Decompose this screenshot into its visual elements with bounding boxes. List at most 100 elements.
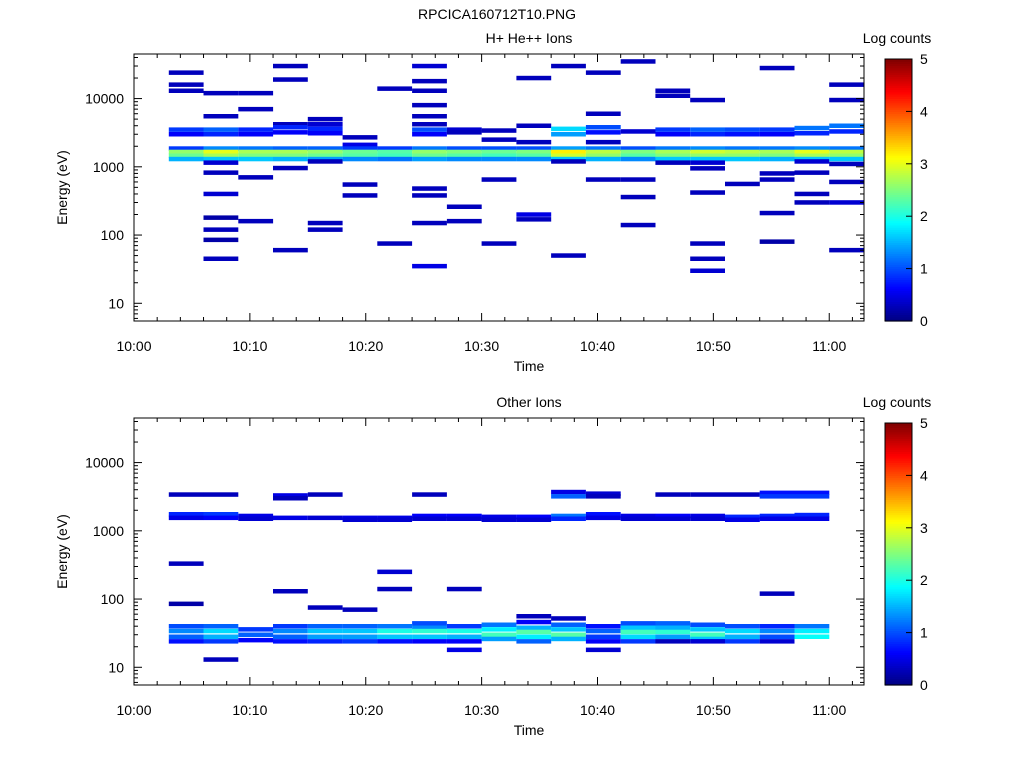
heatmap-cell — [481, 627, 517, 632]
colorbar-segment — [885, 516, 912, 520]
figure-title: RPCICA160712T10.PNG — [418, 6, 576, 22]
heatmap-cell — [759, 513, 795, 519]
heatmap-cell — [412, 492, 447, 497]
colorbar-segment — [885, 275, 912, 278]
heatmap-cell — [655, 160, 691, 165]
heatmap-cell — [342, 607, 378, 612]
heatmap-cell — [203, 492, 239, 497]
heatmap-cell — [759, 628, 795, 634]
colorbar-segment — [885, 259, 912, 263]
heatmap-cell — [446, 624, 482, 629]
heatmap-cell — [446, 647, 482, 653]
heatmap-cell — [203, 227, 239, 232]
colorbar-segment — [885, 318, 912, 322]
heatmap-cell — [551, 126, 586, 132]
heatmap-cell — [238, 106, 274, 112]
colorbar-segment — [885, 137, 912, 141]
heatmap-cell — [481, 137, 517, 142]
heatmap-cell — [585, 512, 621, 517]
heatmap-cell — [829, 247, 864, 253]
heatmap-cell — [725, 628, 760, 634]
heatmap-cell — [690, 627, 725, 632]
colorbar-segment — [885, 248, 912, 252]
colorbar-segment — [885, 312, 912, 316]
heatmap-cell — [446, 156, 482, 162]
colorbar-segment — [885, 602, 912, 605]
heatmap-cell — [342, 146, 378, 151]
x-tick-label: 10:10 — [232, 702, 267, 718]
colorbar-segment — [885, 440, 912, 444]
heatmap-cell — [794, 131, 830, 136]
heatmap-cell — [203, 156, 239, 162]
colorbar-segment — [885, 451, 912, 455]
heatmap-cell — [203, 657, 239, 662]
heatmap-cell — [620, 146, 656, 151]
heatmap-cell — [307, 122, 343, 127]
colorbar-segment — [885, 632, 912, 636]
colorbar-segment — [885, 80, 912, 84]
colorbar-segment — [885, 449, 912, 452]
colorbar-segment — [885, 630, 912, 634]
heatmap-cell — [446, 130, 482, 135]
colorbar-segment — [885, 674, 912, 677]
colorbar-segment — [885, 444, 912, 448]
colorbar-segment — [885, 578, 912, 581]
colorbar-segment — [885, 573, 912, 577]
heatmap-cell — [759, 639, 795, 644]
colorbar-segment — [885, 257, 912, 261]
colorbar-segment — [885, 146, 912, 150]
heatmap-cell — [690, 132, 725, 137]
heatmap-cell — [446, 586, 482, 592]
colorbar-segment — [885, 621, 912, 625]
heatmap-cell — [307, 220, 343, 226]
colorbar-segment — [885, 283, 912, 287]
colorbar-segment — [885, 85, 912, 88]
heatmap-cell — [273, 153, 308, 158]
colorbar-segment — [885, 176, 912, 180]
heatmap-cell — [377, 149, 413, 155]
colorbar-segment — [885, 78, 912, 82]
colorbar-segment — [885, 540, 912, 544]
colorbar-segment — [885, 612, 912, 616]
heatmap-cell — [690, 166, 725, 171]
heatmap-cell — [273, 624, 308, 629]
heatmap-cell — [412, 149, 447, 155]
heatmap-cell — [690, 241, 725, 246]
heatmap-cell — [307, 515, 343, 521]
heatmap-cell — [238, 132, 274, 137]
heatmap-cell — [759, 634, 795, 639]
colorbar-segment — [885, 484, 912, 487]
heatmap-cell — [655, 492, 691, 497]
heatmap-cell — [412, 127, 447, 132]
colorbar-segment — [885, 453, 912, 457]
heatmap-cell — [620, 516, 656, 521]
heatmap-cell — [829, 200, 864, 205]
colorbar-segment — [885, 152, 912, 156]
colorbar-segment — [885, 545, 912, 549]
x-tick-label: 10:50 — [696, 702, 731, 718]
heatmap-cell — [794, 156, 830, 162]
heatmap-cell — [412, 122, 447, 127]
colorbar-segment — [885, 310, 912, 313]
colorbar-segment — [885, 196, 912, 200]
colorbar-segment — [885, 554, 912, 557]
y-tick-label: 100 — [101, 227, 125, 243]
colorbar-tick-label: 5 — [920, 51, 928, 67]
heatmap-cell — [620, 222, 656, 228]
colorbar-segment — [885, 615, 912, 618]
heatmap-cell — [168, 515, 204, 521]
heatmap-cell — [829, 179, 864, 185]
heatmap-cell — [516, 629, 552, 635]
heatmap-cell — [690, 639, 725, 644]
colorbar-segment — [885, 161, 912, 165]
heatmap-cell — [342, 142, 378, 148]
heatmap-cell — [829, 156, 864, 162]
heatmap-cell — [829, 123, 864, 128]
colorbar-segment — [885, 475, 912, 479]
heatmap-cell — [168, 88, 204, 93]
heatmap-cell — [690, 190, 725, 195]
colorbar-segment — [885, 220, 912, 224]
heatmap-cell — [238, 156, 274, 162]
heatmap-cell — [551, 494, 586, 499]
heatmap-cell — [377, 634, 413, 639]
